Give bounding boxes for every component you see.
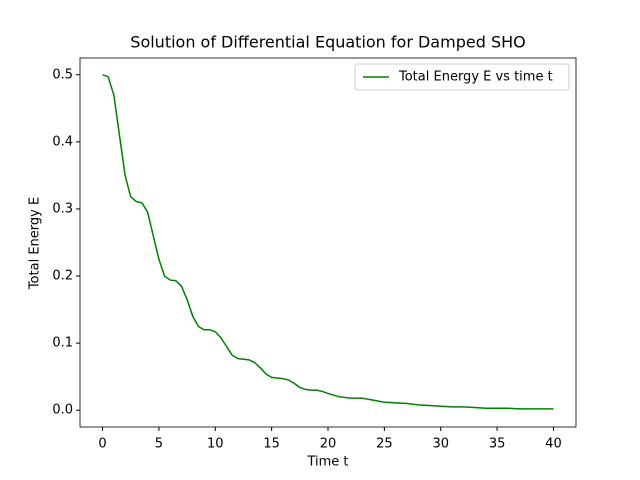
data-line (102, 74, 554, 410)
y-tick-label: 0.1 (52, 336, 73, 351)
x-tick-label: 20 (320, 437, 337, 452)
chart-title: Solution of Differential Equation for Da… (130, 33, 525, 52)
y-tick-label: 0.3 (52, 201, 73, 216)
x-axis-label: Time t (306, 455, 348, 470)
plot-frame (79, 57, 577, 428)
y-tick-label: 0.4 (52, 134, 73, 149)
y-axis-label: Total Energy E (28, 197, 43, 290)
x-tick-label: 35 (489, 437, 506, 452)
x-tick-label: 5 (155, 437, 163, 452)
y-tick-label: 0.2 (52, 269, 73, 284)
legend-label: Total Energy E vs time t (398, 70, 553, 85)
x-tick-label: 25 (376, 437, 393, 452)
x-tick-label: 10 (207, 437, 224, 452)
x-tick-label: 30 (432, 437, 449, 452)
y-tick-label: 0.0 (52, 403, 73, 418)
y-tick-label: 0.5 (52, 67, 73, 82)
x-tick-label: 40 (545, 437, 562, 452)
legend-box (354, 63, 570, 91)
x-tick-label: 0 (98, 437, 106, 452)
x-tick-label: 15 (263, 437, 280, 452)
